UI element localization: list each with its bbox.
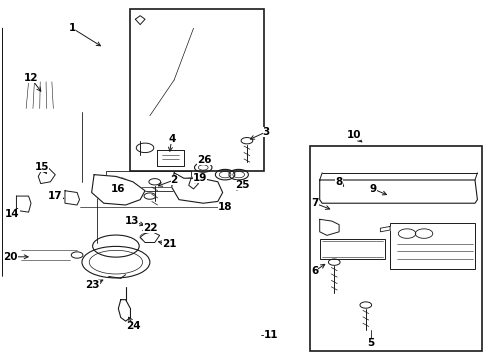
Polygon shape xyxy=(157,150,183,166)
Text: 16: 16 xyxy=(111,184,125,194)
Text: 17: 17 xyxy=(48,191,62,201)
Polygon shape xyxy=(140,232,159,243)
Text: 7: 7 xyxy=(310,198,318,208)
Bar xyxy=(309,146,481,351)
Text: 5: 5 xyxy=(366,338,373,347)
Text: 3: 3 xyxy=(262,127,269,137)
Text: 11: 11 xyxy=(264,330,278,341)
Bar xyxy=(319,239,385,258)
Polygon shape xyxy=(91,175,145,205)
Text: 14: 14 xyxy=(5,209,20,219)
Text: 18: 18 xyxy=(217,202,232,212)
Polygon shape xyxy=(65,191,80,205)
Text: 12: 12 xyxy=(24,73,38,83)
Polygon shape xyxy=(38,167,55,184)
Text: 20: 20 xyxy=(3,252,18,262)
Polygon shape xyxy=(17,196,31,212)
Text: 21: 21 xyxy=(162,239,176,249)
Polygon shape xyxy=(319,219,338,235)
Text: 19: 19 xyxy=(192,173,206,183)
Text: 22: 22 xyxy=(142,223,157,233)
Text: 10: 10 xyxy=(346,130,360,140)
Text: 1: 1 xyxy=(68,23,76,33)
Polygon shape xyxy=(171,173,222,203)
Text: 25: 25 xyxy=(234,180,249,190)
Text: 24: 24 xyxy=(126,321,141,331)
Text: 13: 13 xyxy=(124,216,139,226)
Polygon shape xyxy=(319,180,476,203)
Text: 23: 23 xyxy=(85,280,100,291)
Text: 15: 15 xyxy=(34,162,49,172)
Text: 6: 6 xyxy=(310,266,318,276)
Polygon shape xyxy=(188,178,198,189)
Bar xyxy=(389,223,474,269)
Polygon shape xyxy=(118,300,130,321)
Bar xyxy=(130,9,264,171)
Bar xyxy=(106,171,191,191)
Text: 8: 8 xyxy=(335,177,342,187)
Polygon shape xyxy=(380,226,389,232)
Text: 26: 26 xyxy=(197,156,211,165)
Text: 9: 9 xyxy=(369,184,376,194)
Text: 2: 2 xyxy=(170,175,178,185)
Polygon shape xyxy=(135,16,145,24)
Text: 4: 4 xyxy=(168,134,175,144)
